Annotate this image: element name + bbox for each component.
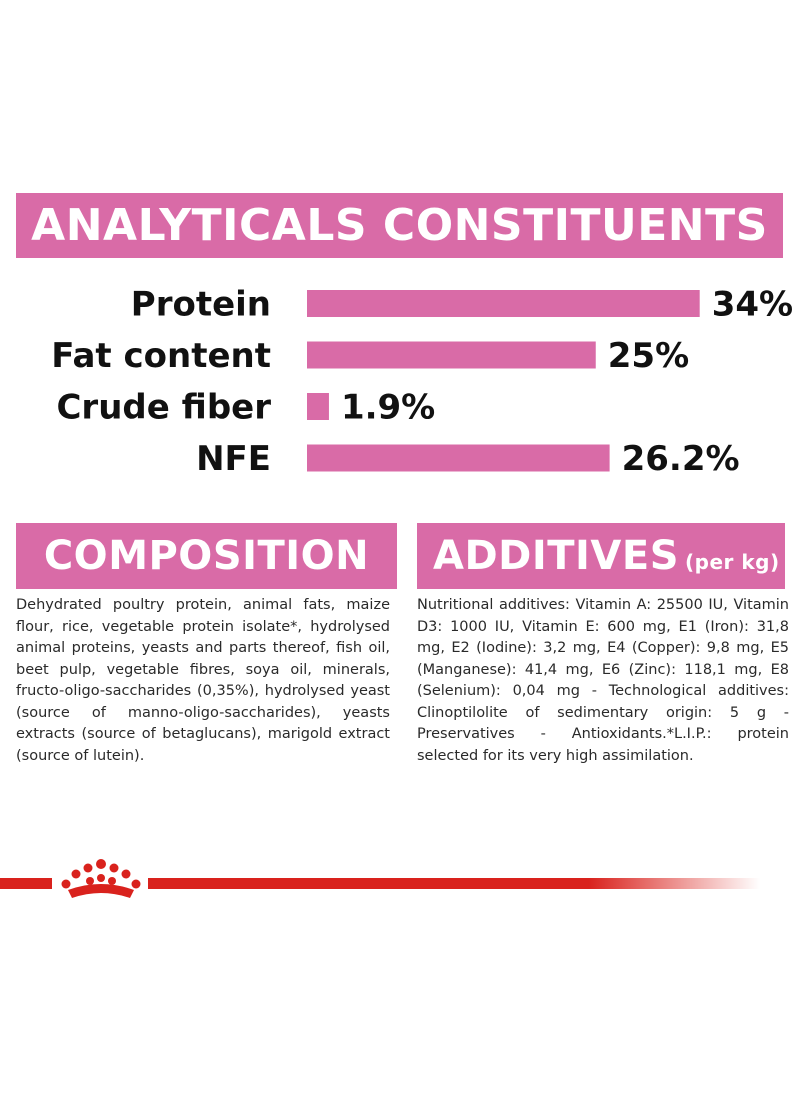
category-label: Crude fiber (56, 388, 271, 428)
category-label: Fat content (51, 336, 271, 376)
value-label: 34% (712, 285, 793, 325)
additives-text: Nutritional additives: Vitamin A: 25500 … (417, 597, 789, 764)
bar (307, 444, 610, 472)
constituents-chart: Protein Fat content Crude fiber NFE 34% 25% 1… (51, 285, 793, 480)
additives-title: ADDITIVES (433, 533, 680, 579)
brand-line-right (148, 878, 760, 889)
analyticals-title: ANALYTICALS CONSTITUENTS (31, 200, 768, 251)
additives-banner: ADDITIVES (per kg) (417, 523, 785, 589)
bar (307, 393, 329, 420)
composition-title: COMPOSITION (43, 533, 370, 579)
brand-line-left (0, 878, 52, 889)
category-label: NFE (196, 439, 271, 479)
crown-icon (61, 859, 141, 898)
category-label: Protein (131, 285, 271, 325)
value-label: 26.2% (622, 439, 740, 479)
composition-text: Dehydrated poultry protein, animal fats,… (16, 597, 390, 764)
bar (307, 341, 596, 369)
bar (307, 290, 700, 317)
analyticals-banner: ANALYTICALS CONSTITUENTS (16, 193, 783, 258)
composition-banner: COMPOSITION (16, 523, 397, 589)
value-label: 1.9% (341, 388, 435, 428)
value-label: 25% (608, 336, 689, 376)
additives-title-suffix: (per kg) (685, 550, 780, 574)
